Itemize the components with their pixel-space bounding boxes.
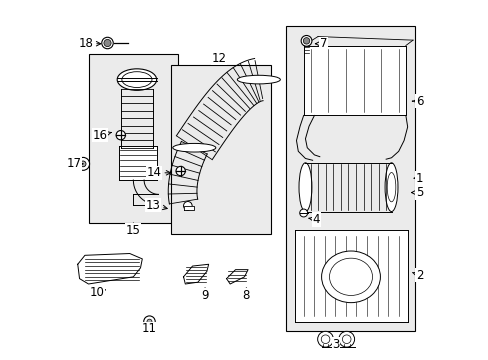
Text: 1: 1 (413, 172, 423, 185)
Polygon shape (294, 230, 407, 321)
Polygon shape (119, 146, 156, 180)
Text: 10: 10 (89, 287, 105, 300)
Text: 12: 12 (211, 51, 226, 64)
Ellipse shape (321, 335, 329, 343)
Ellipse shape (122, 72, 152, 87)
Circle shape (143, 316, 155, 327)
Polygon shape (226, 270, 247, 284)
Text: 6: 6 (411, 95, 423, 108)
Ellipse shape (342, 335, 350, 343)
Ellipse shape (298, 163, 311, 212)
Ellipse shape (117, 69, 156, 90)
Text: 14: 14 (146, 166, 170, 179)
Ellipse shape (237, 75, 280, 84)
Circle shape (299, 209, 307, 217)
Polygon shape (303, 45, 405, 116)
Ellipse shape (321, 251, 380, 303)
Text: 11: 11 (142, 322, 157, 335)
Circle shape (80, 161, 86, 167)
Text: 7: 7 (315, 37, 326, 50)
Circle shape (102, 37, 113, 49)
Ellipse shape (329, 258, 372, 296)
Text: 3: 3 (331, 338, 339, 351)
Text: 2: 2 (412, 269, 423, 282)
Circle shape (77, 157, 89, 170)
Circle shape (301, 36, 311, 46)
Circle shape (176, 166, 185, 176)
Text: 15: 15 (125, 223, 141, 237)
FancyBboxPatch shape (88, 54, 178, 223)
Circle shape (183, 202, 192, 210)
Circle shape (116, 131, 125, 140)
Ellipse shape (104, 40, 111, 46)
FancyBboxPatch shape (285, 26, 414, 330)
Text: 17: 17 (66, 157, 82, 170)
FancyBboxPatch shape (171, 65, 271, 234)
Ellipse shape (386, 172, 395, 202)
Text: 13: 13 (145, 199, 167, 212)
Text: 8: 8 (242, 288, 249, 302)
Ellipse shape (317, 331, 333, 347)
Text: 4: 4 (308, 213, 319, 226)
Polygon shape (183, 264, 208, 284)
Polygon shape (78, 253, 142, 284)
Ellipse shape (172, 143, 215, 152)
Ellipse shape (338, 331, 354, 347)
Ellipse shape (384, 163, 397, 212)
Ellipse shape (303, 38, 309, 44)
Text: 18: 18 (79, 37, 101, 50)
Text: 9: 9 (201, 288, 208, 302)
Text: 16: 16 (93, 129, 111, 142)
Polygon shape (183, 206, 193, 211)
Text: 5: 5 (411, 186, 422, 199)
Circle shape (147, 319, 152, 324)
